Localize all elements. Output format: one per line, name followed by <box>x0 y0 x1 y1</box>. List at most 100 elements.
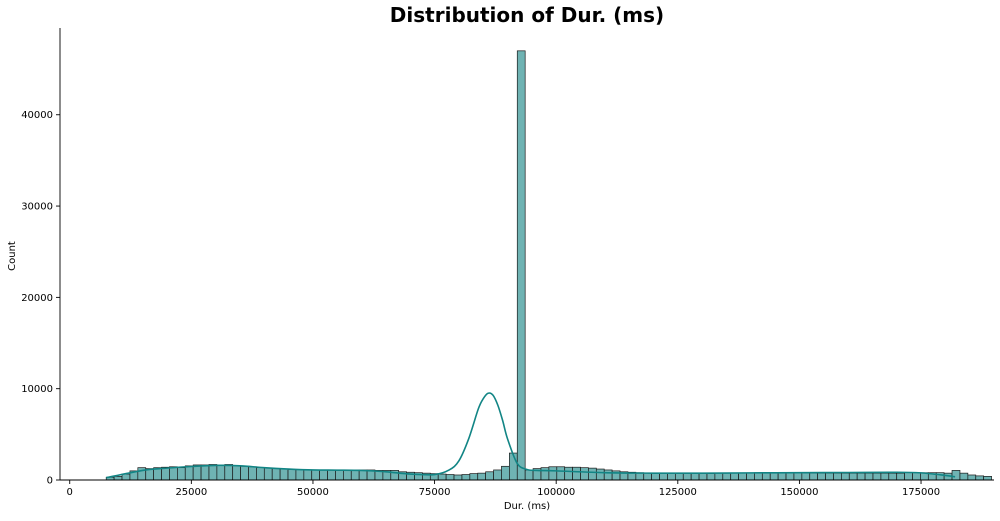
histogram-bar <box>208 464 218 481</box>
histogram-bar <box>271 468 281 481</box>
histogram-bar <box>556 466 566 481</box>
histogram-bar <box>477 472 487 481</box>
histogram-bar <box>651 472 660 481</box>
histogram-bar <box>184 465 194 481</box>
x-tick-label: 25000 <box>175 487 207 498</box>
y-axis-label: Count <box>7 241 18 271</box>
histogram-bar <box>295 469 305 481</box>
histogram-bar <box>263 467 273 481</box>
x-tick-label: 175000 <box>902 487 940 498</box>
x-tick-label: 50000 <box>297 487 329 498</box>
x-axis-ticks: 0 25000 50000 75000 100000 125000 150000 175000 <box>67 480 940 498</box>
histogram-bar <box>287 469 297 481</box>
x-axis-label: Dur. (ms) <box>504 501 550 512</box>
histogram-bar <box>643 472 653 481</box>
histogram-bar <box>785 472 795 481</box>
histogram-bar <box>896 472 905 481</box>
histogram-bar <box>841 472 850 481</box>
histogram-bar <box>501 465 510 481</box>
histogram-bar <box>224 464 234 481</box>
histogram-bar <box>967 474 977 481</box>
histogram-bar <box>848 472 858 481</box>
chart-title: Distribution of Dur. (ms) <box>390 3 664 27</box>
y-axis-ticks: 0 10000 20000 30000 40000 <box>21 110 60 487</box>
y-tick-label: 20000 <box>21 293 53 304</box>
histogram-bar <box>358 469 368 481</box>
histogram-bar <box>714 472 724 481</box>
histogram-bar <box>746 472 755 481</box>
histogram-bar <box>959 472 969 481</box>
histogram-bar <box>722 472 732 481</box>
histogram-bar <box>169 466 178 481</box>
histogram-bar <box>833 472 842 481</box>
y-tick-label: 30000 <box>21 202 53 213</box>
histogram-bar <box>327 469 336 481</box>
histogram-bar <box>682 473 692 481</box>
histogram-bar <box>177 467 186 481</box>
x-tick-label: 100000 <box>537 487 575 498</box>
histogram-bar <box>690 473 700 481</box>
x-tick-label: 0 <box>67 487 73 498</box>
histogram-bar <box>698 473 708 481</box>
histogram-bar <box>864 472 874 481</box>
histogram-bar <box>516 50 526 481</box>
histogram-bar <box>343 469 352 481</box>
histogram-bar <box>888 472 898 481</box>
histogram-bar <box>240 465 249 481</box>
histogram-bar <box>825 472 834 481</box>
histogram-bar <box>912 472 921 481</box>
x-tick-label: 150000 <box>780 487 818 498</box>
histogram-bar <box>588 467 597 481</box>
histogram-bar <box>216 464 226 481</box>
histogram-bar <box>761 472 771 481</box>
histogram-bar <box>335 469 344 481</box>
histogram-bar <box>461 474 471 481</box>
histogram-bar <box>548 466 558 481</box>
x-tick-label: 75000 <box>419 487 451 498</box>
histogram-bar <box>437 473 447 481</box>
histogram-bar <box>113 476 123 481</box>
histogram-bar <box>675 473 684 481</box>
histogram-bar <box>769 472 779 481</box>
histogram-bar <box>793 472 803 481</box>
axes <box>59 28 994 481</box>
histogram-bar <box>248 466 257 481</box>
histogram-bar <box>777 472 787 481</box>
histogram-bar <box>809 472 819 481</box>
histogram-bar <box>493 469 502 481</box>
histogram-bar <box>659 473 668 481</box>
histogram-bar <box>311 469 320 481</box>
histogram-bar <box>453 474 463 481</box>
histogram-bar <box>801 472 811 481</box>
histogram-bar <box>738 472 747 481</box>
histogram-bar <box>256 467 265 481</box>
y-tick-label: 40000 <box>21 110 53 121</box>
histogram-bar <box>524 469 534 481</box>
histogram-bar <box>667 473 676 481</box>
histogram-bar <box>880 472 890 481</box>
histogram-bar <box>319 469 328 481</box>
y-tick-label: 10000 <box>21 384 53 395</box>
kde-curve <box>106 392 956 479</box>
x-tick-label: 125000 <box>659 487 697 498</box>
histogram-bar <box>754 472 763 481</box>
histogram-bar <box>603 469 613 481</box>
histogram-bar <box>983 476 992 481</box>
histogram-bar <box>303 469 313 481</box>
histogram-bar <box>730 472 739 481</box>
histogram-bar <box>904 472 913 481</box>
histogram-bar <box>856 472 866 481</box>
histogram-bar <box>872 472 882 481</box>
y-tick-label: 0 <box>47 476 53 487</box>
histogram-bars <box>105 50 992 481</box>
histogram-bar <box>192 464 202 481</box>
histogram-bar <box>595 468 605 481</box>
histogram-bar <box>200 464 210 481</box>
histogram-bar <box>485 471 494 481</box>
histogram-bar <box>706 473 716 481</box>
histogram-bar <box>469 473 479 481</box>
histogram-bar <box>572 466 581 481</box>
histogram-bar <box>445 474 455 481</box>
